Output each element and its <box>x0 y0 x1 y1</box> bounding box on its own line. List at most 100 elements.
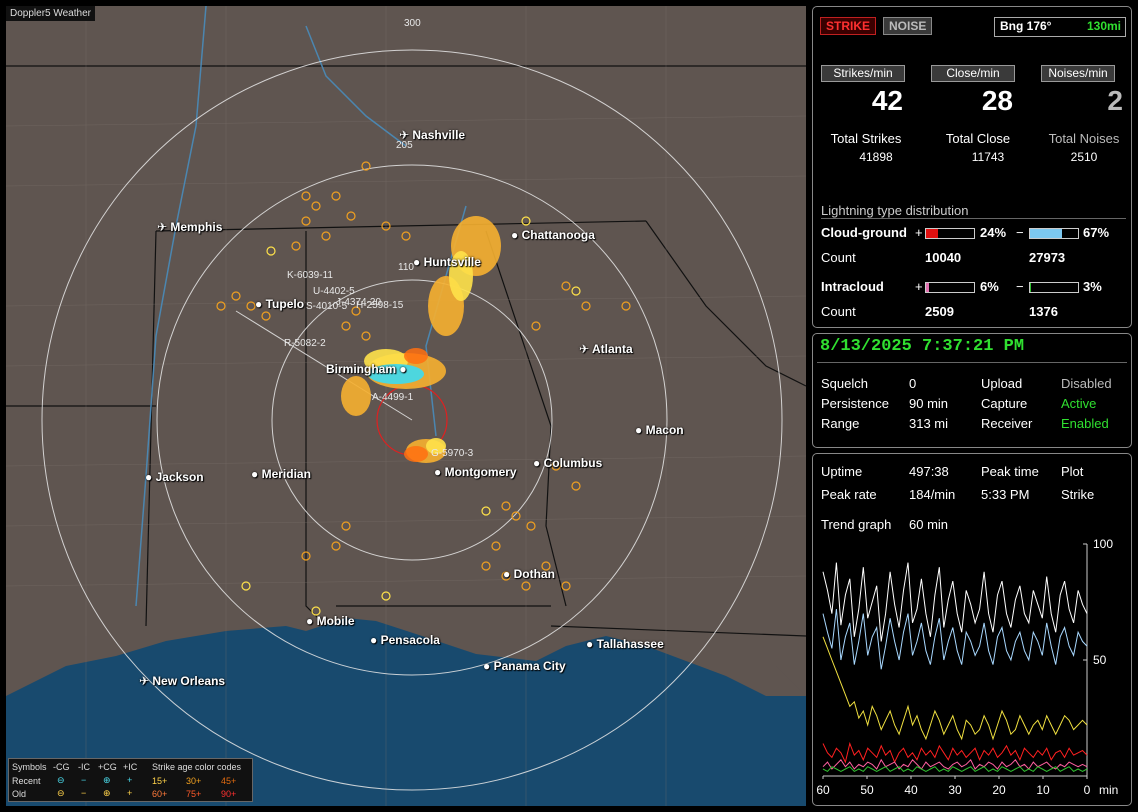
ic-positive-fill <box>926 283 929 292</box>
total-close-label: Total Close <box>945 131 1011 146</box>
legend-col: -CG <box>53 762 70 772</box>
range-label: Range <box>821 416 860 431</box>
peak-rate-label: Peak rate <box>821 487 877 502</box>
city-atlanta[interactable]: ✈ Atlanta <box>579 342 633 356</box>
city-new-orleans[interactable]: ✈ New Orleans <box>139 674 226 688</box>
city-pensacola[interactable]: ● Pensacola <box>370 633 440 647</box>
distance-value: 130mi <box>1086 19 1121 33</box>
city-huntsville[interactable]: ● Huntsville <box>413 255 481 269</box>
total-strikes-label: Total Strikes <box>830 131 902 146</box>
upload-value[interactable]: Disabled <box>1061 376 1112 391</box>
cg-negative-bar <box>1029 228 1079 239</box>
uptime-label: Uptime <box>821 464 863 479</box>
ic-positive-count: 2509 <box>925 304 954 319</box>
legend-recent-label: Recent <box>12 776 41 786</box>
pos-cg-old-icon: ⊕ <box>103 788 111 798</box>
receiver-label: Receiver <box>981 416 1033 431</box>
city-columbus[interactable]: ● Columbus <box>533 456 603 470</box>
pos-ic-recent-icon: + <box>127 775 133 785</box>
range-value[interactable]: 313 mi <box>909 416 949 431</box>
legend-symbols-label: Symbols <box>12 762 47 772</box>
city-macon[interactable]: ● Macon <box>635 423 684 437</box>
scattered-strikes <box>216 161 631 591</box>
total-close-value: 11743 <box>971 150 1005 164</box>
cloud-ground-label: Cloud-ground <box>821 225 907 240</box>
series-line-4 <box>822 758 1088 770</box>
total-noises-value: 2510 <box>1070 150 1098 164</box>
capture-value[interactable]: Active <box>1061 396 1097 411</box>
capture-label: Capture <box>981 396 1028 411</box>
legend-col: +IC <box>123 762 138 772</box>
ic-minus-sign: − <box>1016 279 1024 294</box>
age-45: 45+ <box>221 776 237 786</box>
city-meridian[interactable]: ● Meridian <box>251 467 311 481</box>
neg-cg-recent-icon: ⊖ <box>57 775 65 785</box>
persistence-value[interactable]: 90 min <box>909 396 949 411</box>
receiver-value[interactable]: Enabled <box>1061 416 1109 431</box>
count-label: Count <box>821 304 856 319</box>
city-memphis[interactable]: ✈ Memphis <box>157 220 223 234</box>
city-panama-city[interactable]: ● Panama City <box>483 659 566 673</box>
persistence-label: Persistence <box>821 396 889 411</box>
series-line-2 <box>822 636 1088 741</box>
close-min-button[interactable]: Close/min <box>931 65 1015 82</box>
y-tick-label: 50 <box>1093 653 1107 667</box>
x-unit-label: min <box>1099 783 1118 797</box>
city-birmingham[interactable]: Birmingham ● <box>326 362 407 376</box>
legend-old-label: Old <box>12 789 27 799</box>
trend-graph-value[interactable]: 60 min <box>909 517 949 532</box>
map-canvas: 300 205 110 K-6039-11 U-4402-5 J-4374-20… <box>6 6 806 806</box>
stats-panel: Uptime 497:38 Peak time Plot Peak rate 1… <box>812 453 1132 806</box>
city-mobile[interactable]: ● Mobile <box>306 614 355 628</box>
ic-positive-pct: 6% <box>980 279 999 294</box>
peak-time-label: Peak time <box>981 464 1039 479</box>
pos-cg-recent-icon: ⊕ <box>103 775 111 785</box>
city-tupelo[interactable]: ● Tupelo <box>255 297 305 311</box>
x-tick-label: 30 <box>948 783 962 797</box>
cg-positive-fill <box>926 229 938 238</box>
close-min-value: 28 <box>981 85 1013 116</box>
strike-button[interactable]: STRIKE <box>820 17 877 35</box>
pos-ic-old-icon: + <box>127 788 133 798</box>
bearing-value: Bng 176° <box>1000 19 1052 33</box>
cg-positive-count: 10040 <box>925 250 962 265</box>
strikes-min-button[interactable]: Strikes/min <box>821 65 905 82</box>
city-jackson[interactable]: ● Jackson <box>145 470 204 484</box>
city-dothan[interactable]: ● Dothan <box>503 567 555 581</box>
lightning-map[interactable]: 300 205 110 K-6039-11 U-4402-5 J-4374-20… <box>6 6 806 806</box>
city-montgomery[interactable]: ● Montgomery <box>434 465 517 479</box>
storm-label: S-4010-5 <box>306 301 348 312</box>
plot-label: Plot <box>1061 464 1084 479</box>
city-chattanooga[interactable]: ● Chattanooga <box>511 228 595 242</box>
symbol-legend: Symbols -CG -IC +CG +IC Strike age color… <box>8 758 253 802</box>
cg-positive-bar <box>925 228 975 239</box>
distribution-title: Lightning type distribution <box>821 203 969 218</box>
ic-negative-bar <box>1029 282 1079 293</box>
uptime-value: 497:38 <box>909 464 949 479</box>
plot-value[interactable]: Strike <box>1061 487 1095 502</box>
x-tick-label: 10 <box>1036 783 1050 797</box>
strikes-min-value: 42 <box>871 85 903 116</box>
total-noises-label: Total Noises <box>1048 131 1120 146</box>
x-tick-label: 0 <box>1084 783 1091 797</box>
cg-negative-count: 27973 <box>1029 250 1066 265</box>
counts-panel: STRIKE NOISE Bng 176° 130mi Strikes/min … <box>812 6 1132 328</box>
storm-label: U-4402-5 <box>313 286 355 297</box>
legend-age-title: Strike age color codes <box>152 762 242 772</box>
noise-button[interactable]: NOISE <box>883 17 933 35</box>
squelch-value[interactable]: 0 <box>909 376 917 391</box>
neg-cg-old-icon: ⊖ <box>57 788 65 798</box>
status-panel: 8/13/2025 7:37:21 PM Squelch 0 Upload Di… <box>812 333 1132 448</box>
x-tick-label: 60 <box>816 783 830 797</box>
city-nashville[interactable]: ✈ Nashville <box>399 128 466 142</box>
range-label-205: 205 <box>396 140 413 151</box>
storm-label: R-5082-2 <box>284 338 326 349</box>
ic-positive-bar <box>925 282 975 293</box>
city-tallahassee[interactable]: ● Tallahassee <box>586 637 664 651</box>
age-15: 15+ <box>152 776 168 786</box>
age-75: 75+ <box>186 789 202 799</box>
noises-min-button[interactable]: Noises/min <box>1041 65 1115 82</box>
x-tick-label: 40 <box>904 783 918 797</box>
peak-rate-value: 184/min <box>909 487 956 502</box>
legend-col: -IC <box>78 762 90 772</box>
